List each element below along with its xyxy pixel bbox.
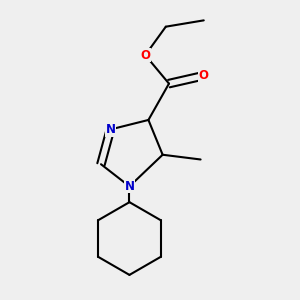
Text: O: O bbox=[140, 49, 150, 62]
Text: O: O bbox=[199, 69, 209, 82]
Text: N: N bbox=[106, 123, 116, 136]
Text: N: N bbox=[124, 180, 134, 193]
